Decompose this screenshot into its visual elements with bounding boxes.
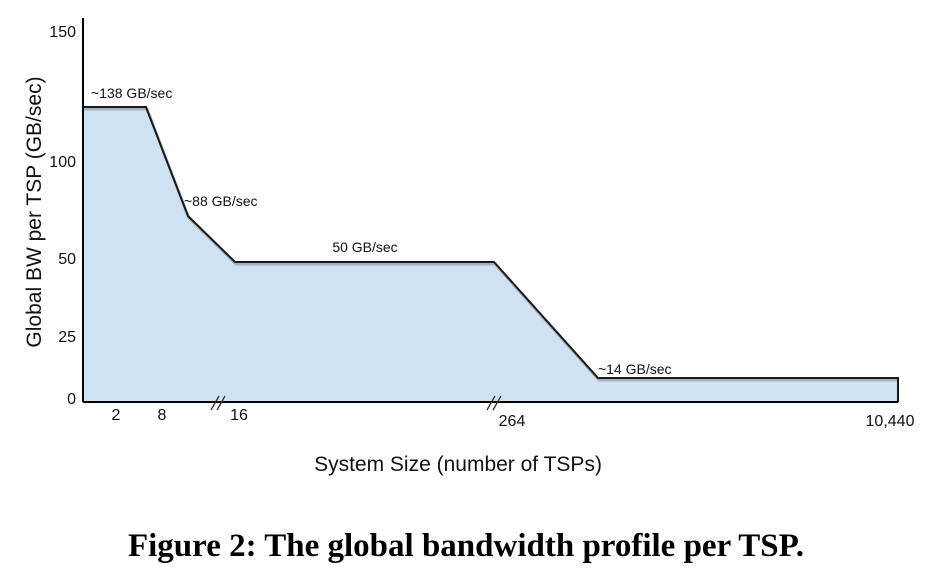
x-tick-label: 8	[158, 407, 167, 424]
y-tick-label: 25	[58, 329, 76, 346]
y-tick-label: 150	[49, 24, 76, 41]
annotation-138: ~138 GB/sec	[91, 85, 172, 101]
y-tick-label: 0	[67, 391, 76, 408]
y-axis-title: Global BW per TSP (GB/sec)	[23, 76, 46, 347]
bandwidth-chart: 150 100 50 25 0 2 8 16 264 10,440 ~138 G…	[23, 18, 915, 476]
annotation-88: ~88 GB/sec	[184, 193, 258, 209]
x-axis-title: System Size (number of TSPs)	[314, 453, 602, 476]
x-tick-label: 16	[230, 407, 248, 424]
bandwidth-line	[83, 106, 899, 402]
x-tick-label: 2	[112, 407, 121, 424]
figure-caption: Figure 2: The global bandwidth profile p…	[127, 528, 805, 564]
y-tick-label: 50	[58, 251, 76, 268]
x-axis-break-2	[486, 395, 502, 411]
x-tick-label: 10,440	[866, 413, 915, 430]
annotation-14: ~14 GB/sec	[598, 361, 672, 377]
y-tick-label: 100	[49, 154, 76, 171]
bandwidth-area	[83, 107, 898, 402]
annotation-50: 50 GB/sec	[332, 239, 397, 255]
x-tick-label: 264	[499, 413, 526, 430]
x-axis-break-1	[210, 395, 226, 411]
